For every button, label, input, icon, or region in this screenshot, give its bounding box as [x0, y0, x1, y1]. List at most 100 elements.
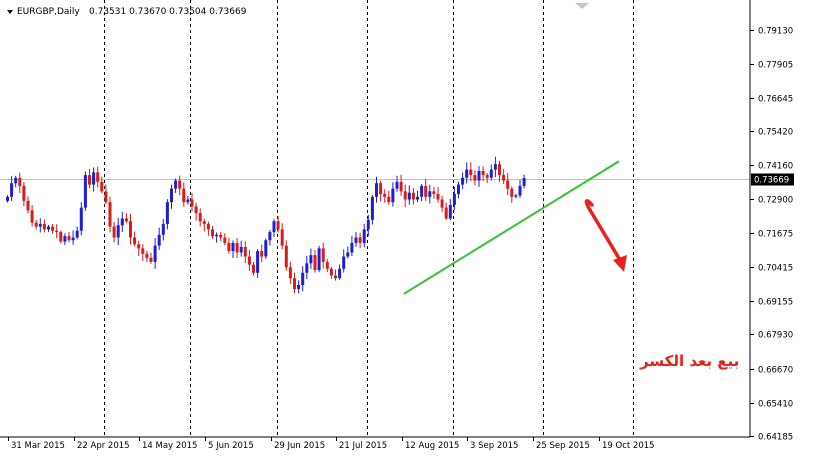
candle-bear — [325, 261, 329, 269]
candle-bull — [391, 188, 395, 203]
candle-bull — [116, 225, 120, 238]
candle-bear — [403, 191, 407, 200]
candle-bear — [284, 245, 288, 268]
price-tick-label: 0.72900 — [758, 196, 793, 206]
candle-bear — [227, 242, 231, 252]
candle-bull — [370, 196, 374, 220]
candle-bear — [321, 248, 325, 262]
candle-bull — [522, 178, 526, 186]
candle-bear — [30, 210, 34, 223]
candle-bull — [161, 223, 165, 235]
candle-bear — [100, 181, 104, 192]
candle-bull — [477, 171, 481, 181]
candle-bear — [88, 175, 91, 185]
candle-bear — [137, 244, 141, 249]
candle-bear — [129, 221, 132, 238]
candle-bear — [387, 196, 391, 203]
price-tick-label: 0.64185 — [758, 433, 793, 443]
price-tick-label: 0.66670 — [758, 366, 793, 376]
time-tick-label: 31 Mar 2015 — [11, 441, 65, 451]
current-price-tag: 0.73669 — [751, 173, 794, 186]
price-tick-label: 0.75420 — [758, 128, 793, 138]
candle-bull — [71, 237, 75, 241]
trendline — [403, 160, 620, 295]
candle-bear — [379, 183, 383, 195]
candle-bull — [362, 229, 366, 243]
price-tick-label: 0.77905 — [758, 61, 793, 71]
candle-bull — [239, 247, 243, 253]
candle-bull — [416, 196, 419, 200]
candle-bull — [83, 175, 87, 208]
candle-bear — [55, 230, 59, 233]
candle-bear — [329, 268, 333, 276]
price-tick-label: 0.71675 — [758, 230, 793, 240]
candle-bull — [301, 272, 305, 285]
candle-bull — [165, 202, 169, 224]
period-separators — [104, 0, 634, 437]
time-tick-label: 12 Aug 2015 — [405, 441, 459, 451]
candle-bull — [75, 230, 79, 238]
candle-bull — [153, 245, 157, 262]
candle-bull — [514, 195, 518, 197]
candle-bull — [174, 180, 178, 189]
candle-bull — [366, 219, 370, 230]
candle-bear — [252, 264, 255, 273]
candle-bull — [14, 177, 18, 184]
candle-bear — [235, 242, 239, 253]
candle-bear — [469, 169, 473, 176]
candle-bear — [141, 248, 145, 254]
time-tick-label: 25 Sep 2015 — [536, 441, 590, 451]
candle-bear — [498, 164, 501, 176]
candle-bear — [42, 223, 46, 230]
price-tick-label: 0.65410 — [758, 400, 793, 410]
price-axis: 0.79130 0.77905 0.76645 0.75420 0.74160 0.729… — [750, 27, 793, 443]
shift-marker-icon[interactable] — [575, 3, 589, 9]
candle-bear — [247, 256, 251, 265]
candle-bear — [313, 255, 317, 271]
candle-bear — [198, 213, 202, 222]
candle-bear — [260, 251, 264, 257]
chart-header: EURGBP,Daily 0.73531 0.73670 0.73504 0.7… — [7, 7, 247, 17]
candle-bull — [264, 240, 268, 257]
candle-bear — [481, 171, 485, 176]
price-tick-label: 0.74160 — [758, 162, 793, 172]
candle-bull — [428, 191, 432, 197]
candle-bear — [194, 206, 198, 214]
candle-bull — [120, 218, 124, 226]
candle-bear — [34, 222, 38, 227]
candle-bear — [202, 221, 206, 224]
candle-bull — [309, 255, 313, 264]
candle-bear — [383, 194, 387, 197]
time-axis: 31 Mar 2015 22 Apr 2015 14 May 2015 5 Jun 2… — [8, 437, 655, 451]
candle-bear — [293, 278, 296, 290]
time-tick-label: 3 Sep 2015 — [470, 441, 518, 451]
candle-bull — [407, 192, 411, 200]
candle-bear — [510, 188, 514, 197]
candle-bull — [489, 169, 493, 178]
candle-bear — [440, 199, 444, 208]
candle-bear — [182, 188, 186, 203]
candle-bull — [272, 221, 276, 233]
chevron-down-icon[interactable] — [7, 10, 13, 14]
current-price-value: 0.73669 — [754, 176, 789, 186]
candle-bear — [399, 181, 403, 192]
candle-bull — [297, 285, 301, 290]
candle-bull — [420, 185, 424, 197]
candle-bear — [190, 199, 194, 207]
candle-bear — [358, 237, 362, 243]
candle-bull — [342, 256, 346, 269]
candle-bear — [22, 185, 26, 201]
candle-bear — [334, 275, 337, 279]
arrow-shaft — [584, 199, 622, 262]
candle-bear — [473, 175, 477, 181]
candle-bear — [276, 221, 280, 230]
candle-bear — [280, 229, 284, 246]
candle-bear — [219, 234, 223, 238]
candle-bull — [354, 237, 358, 243]
candle-bear — [485, 175, 489, 178]
ohlc-values: 0.73531 0.73670 0.73504 0.73669 — [89, 7, 247, 17]
price-tick-label: 0.76645 — [758, 95, 793, 105]
candles — [6, 156, 526, 294]
